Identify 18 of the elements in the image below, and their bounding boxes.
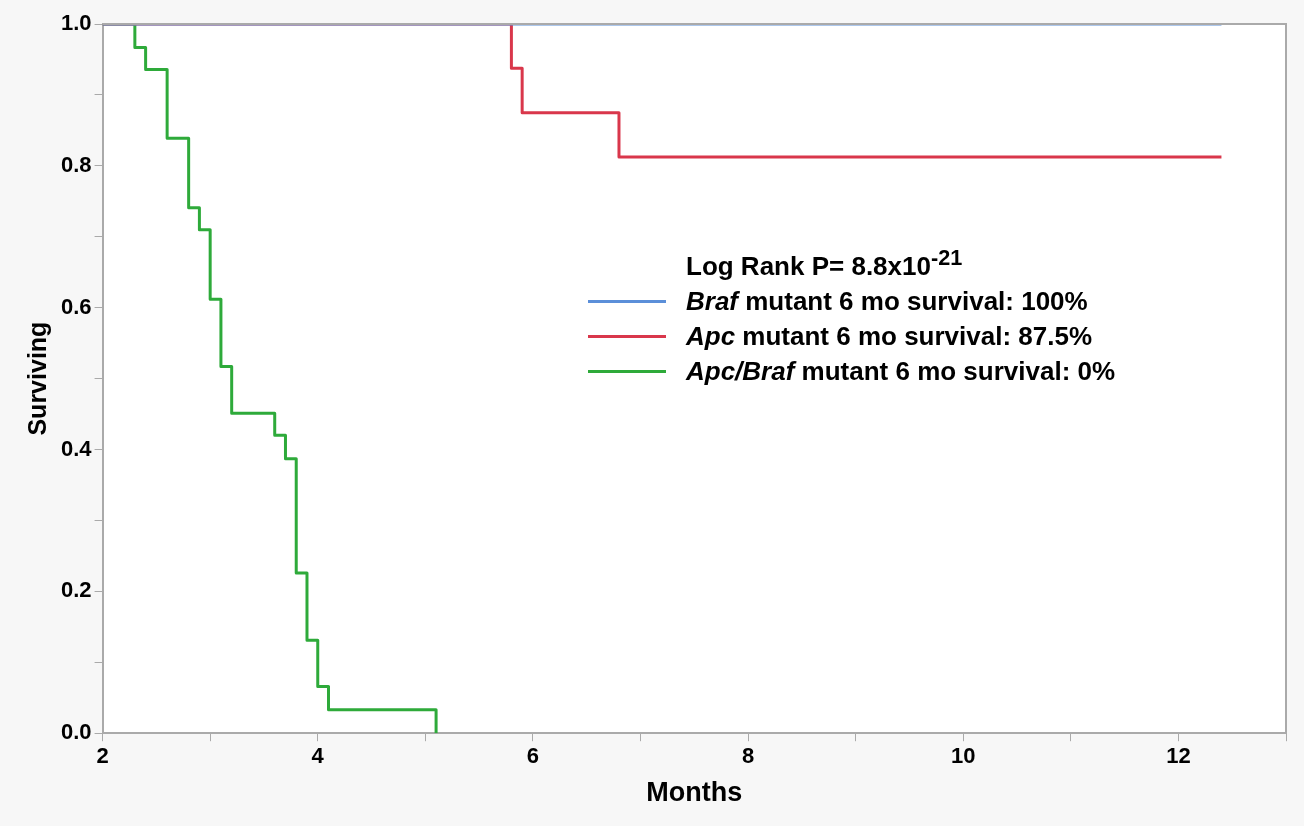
- legend-label: Apc/Braf mutant 6 mo survival: 0%: [686, 354, 1116, 388]
- x-tick-label: 10: [951, 743, 976, 769]
- x-axis-title: Months: [646, 777, 743, 808]
- y-axis-title: Surviving: [22, 321, 51, 436]
- y-tick-label: 0.0: [60, 719, 92, 745]
- x-tick-label: 2: [96, 743, 109, 769]
- y-tick-label: 0.4: [60, 435, 93, 461]
- legend-label: Braf mutant 6 mo survival: 100%: [686, 284, 1088, 318]
- x-tick-label: 12: [1166, 743, 1191, 769]
- y-tick-label: 1.0: [60, 10, 92, 36]
- y-tick-label: 0.2: [60, 577, 92, 603]
- y-tick-label: 0.6: [60, 293, 92, 319]
- x-tick-label: 6: [526, 743, 540, 769]
- x-tick-label: 8: [741, 743, 755, 769]
- y-tick-label: 0.8: [60, 151, 92, 177]
- legend-title: Log Rank P= 8.8x10$^{-21}$: [685, 244, 964, 283]
- x-tick-label: 4: [311, 743, 325, 769]
- legend-label: Apc mutant 6 mo survival: 87.5%: [686, 319, 1093, 353]
